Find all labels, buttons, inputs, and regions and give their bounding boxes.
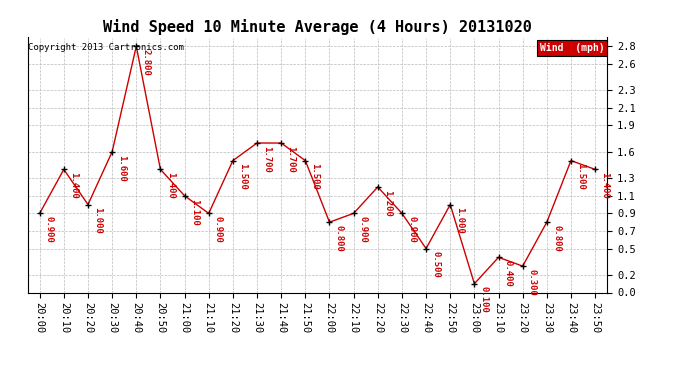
Text: 1.700: 1.700 <box>286 146 295 172</box>
Text: 1.500: 1.500 <box>310 164 319 190</box>
Text: 1.700: 1.700 <box>262 146 271 172</box>
Text: 1.600: 1.600 <box>117 154 126 182</box>
Text: 1.100: 1.100 <box>190 198 199 225</box>
Text: 0.800: 0.800 <box>552 225 561 252</box>
Text: 1.500: 1.500 <box>576 164 585 190</box>
Text: Copyright 2013 Cartronics.com: Copyright 2013 Cartronics.com <box>28 43 184 52</box>
Text: 0.800: 0.800 <box>335 225 344 252</box>
Title: Wind Speed 10 Minute Average (4 Hours) 20131020: Wind Speed 10 Minute Average (4 Hours) 2… <box>103 19 532 35</box>
Text: 1.400: 1.400 <box>166 172 175 199</box>
Text: 0.400: 0.400 <box>504 260 513 287</box>
Text: 1.200: 1.200 <box>383 190 392 217</box>
Text: 1.000: 1.000 <box>93 207 102 234</box>
Text: 2.800: 2.800 <box>141 49 150 76</box>
Text: 0.100: 0.100 <box>480 286 489 314</box>
Text: 0.500: 0.500 <box>431 251 440 278</box>
Text: 1.400: 1.400 <box>69 172 78 199</box>
Text: 1.400: 1.400 <box>600 172 609 199</box>
Text: 0.900: 0.900 <box>214 216 223 243</box>
Text: 0.900: 0.900 <box>45 216 54 243</box>
Text: 0.300: 0.300 <box>528 269 537 296</box>
Text: 1.500: 1.500 <box>238 164 247 190</box>
Text: 0.900: 0.900 <box>407 216 416 243</box>
Text: Wind  (mph): Wind (mph) <box>540 43 604 52</box>
Text: 0.900: 0.900 <box>359 216 368 243</box>
Text: 1.000: 1.000 <box>455 207 464 234</box>
